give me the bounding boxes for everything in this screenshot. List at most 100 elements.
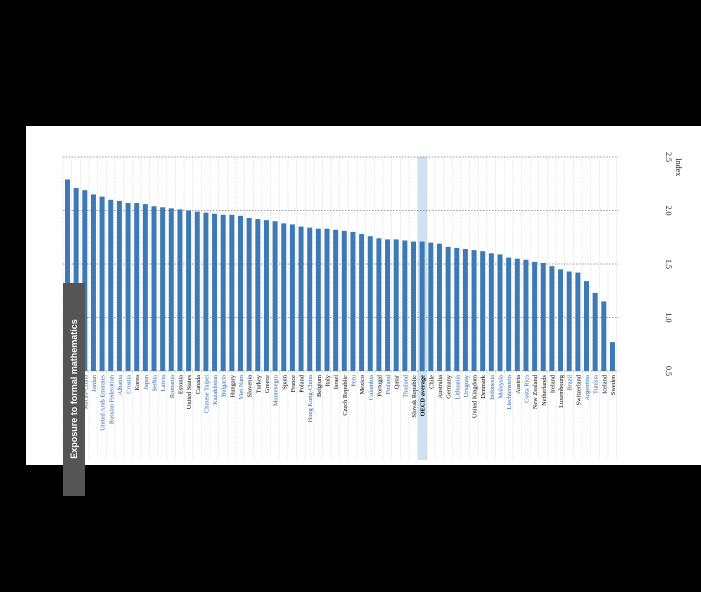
category-label: Japan — [143, 374, 150, 389]
bar — [540, 262, 546, 371]
category-label: United States — [186, 374, 193, 409]
category-label: New Zealand — [532, 374, 539, 409]
bar — [411, 241, 416, 371]
category-label: Estonia — [177, 375, 184, 394]
bar — [333, 229, 339, 371]
bar — [99, 196, 105, 371]
bar — [592, 292, 598, 371]
bar — [125, 203, 131, 371]
category-label: Netherlands — [541, 375, 548, 406]
category-label: Poland — [299, 374, 306, 393]
category-label: Slovak Republic — [411, 375, 418, 418]
bar — [116, 200, 122, 371]
bar — [194, 211, 200, 371]
y-tick-label: 2.5 — [664, 152, 673, 162]
bar — [315, 228, 321, 371]
category-label: Ireland — [549, 374, 556, 393]
bar — [454, 247, 460, 371]
bar — [324, 228, 330, 371]
bar — [229, 214, 235, 371]
category-label: Thailand — [402, 374, 409, 398]
category-label: Peru — [350, 374, 357, 387]
bar — [532, 261, 538, 371]
category-label: Sweden — [610, 374, 617, 395]
chart-panel: 0.51.01.52.02.5IndexShanghai-ChinaSingap… — [26, 126, 701, 496]
bar — [428, 242, 434, 371]
category-label: Chinese Taipei — [203, 375, 210, 413]
bar — [497, 254, 503, 371]
bar-chart: 0.51.01.52.02.5IndexShanghai-ChinaSingap… — [62, 152, 683, 460]
bar — [514, 258, 520, 371]
category-label: Croatia — [126, 375, 133, 394]
category-label: Malaysia — [498, 375, 505, 399]
bar — [255, 219, 261, 371]
category-label: Italy — [325, 374, 332, 387]
category-label: Montenegro — [273, 375, 280, 406]
category-label: Kazakhstan — [212, 374, 219, 405]
bar — [220, 214, 226, 371]
bar — [65, 179, 70, 371]
y-tick-label: 1.0 — [664, 313, 673, 323]
bar — [393, 239, 399, 371]
bar — [359, 234, 365, 371]
bar — [402, 240, 408, 371]
category-label: Australia — [437, 375, 444, 399]
bar — [376, 238, 382, 371]
bar — [566, 271, 572, 371]
bar — [350, 231, 356, 371]
category-label: Liechtenstein — [506, 374, 513, 409]
y-unit-label: Index — [674, 158, 683, 176]
category-label: Germany — [446, 374, 453, 399]
bar — [263, 220, 269, 371]
bar — [177, 209, 183, 371]
bar — [575, 272, 581, 371]
bar — [212, 213, 218, 371]
category-label: Viet Nam — [238, 375, 245, 400]
bar — [281, 223, 287, 371]
y-axis-title: Exposure to formal mathematics — [69, 319, 79, 459]
bar — [168, 208, 174, 371]
y-tick-label: 0.5 — [664, 366, 673, 376]
category-label: Luxembourg — [558, 374, 565, 408]
bar — [272, 221, 278, 371]
category-label: Qatar — [394, 374, 401, 389]
bar — [601, 301, 607, 371]
bar — [419, 241, 425, 371]
y-axis-title-band — [63, 283, 85, 496]
bar — [480, 251, 486, 371]
category-label: United Kingdom — [472, 375, 479, 418]
bar — [367, 236, 373, 371]
bar — [298, 226, 304, 371]
category-label: Lithuania — [454, 375, 461, 400]
bar — [549, 266, 555, 371]
category-label: Jordan — [91, 374, 98, 392]
category-label: Russian Federation — [108, 374, 115, 424]
bar — [523, 259, 529, 371]
category-label: Canada — [195, 375, 202, 394]
bar — [151, 206, 157, 371]
bar — [289, 224, 295, 371]
category-label: Romania — [169, 375, 176, 398]
category-label: Uruguay — [463, 374, 470, 397]
bar — [238, 215, 243, 371]
category-label: Hong Kong-China — [307, 375, 314, 423]
bar — [186, 210, 192, 371]
bar — [471, 250, 477, 371]
category-label: Albania — [117, 375, 124, 395]
category-label: Korea — [134, 375, 141, 391]
category-label: Serbia — [152, 375, 159, 391]
category-label: Argentina — [584, 375, 591, 401]
category-label: Indonesia — [489, 375, 496, 400]
bar — [82, 190, 88, 371]
category-label: Hungary — [229, 374, 236, 397]
bar — [142, 204, 148, 371]
y-tick-label: 2.0 — [664, 206, 673, 216]
category-label: Tunisia — [593, 375, 600, 394]
category-label: Israel — [333, 375, 340, 389]
bar — [341, 230, 347, 371]
category-label: Portugal — [376, 375, 383, 397]
bar — [160, 207, 166, 371]
category-label: Chile — [428, 375, 435, 389]
bar — [584, 281, 589, 371]
category-label: Slovenia — [247, 375, 254, 398]
